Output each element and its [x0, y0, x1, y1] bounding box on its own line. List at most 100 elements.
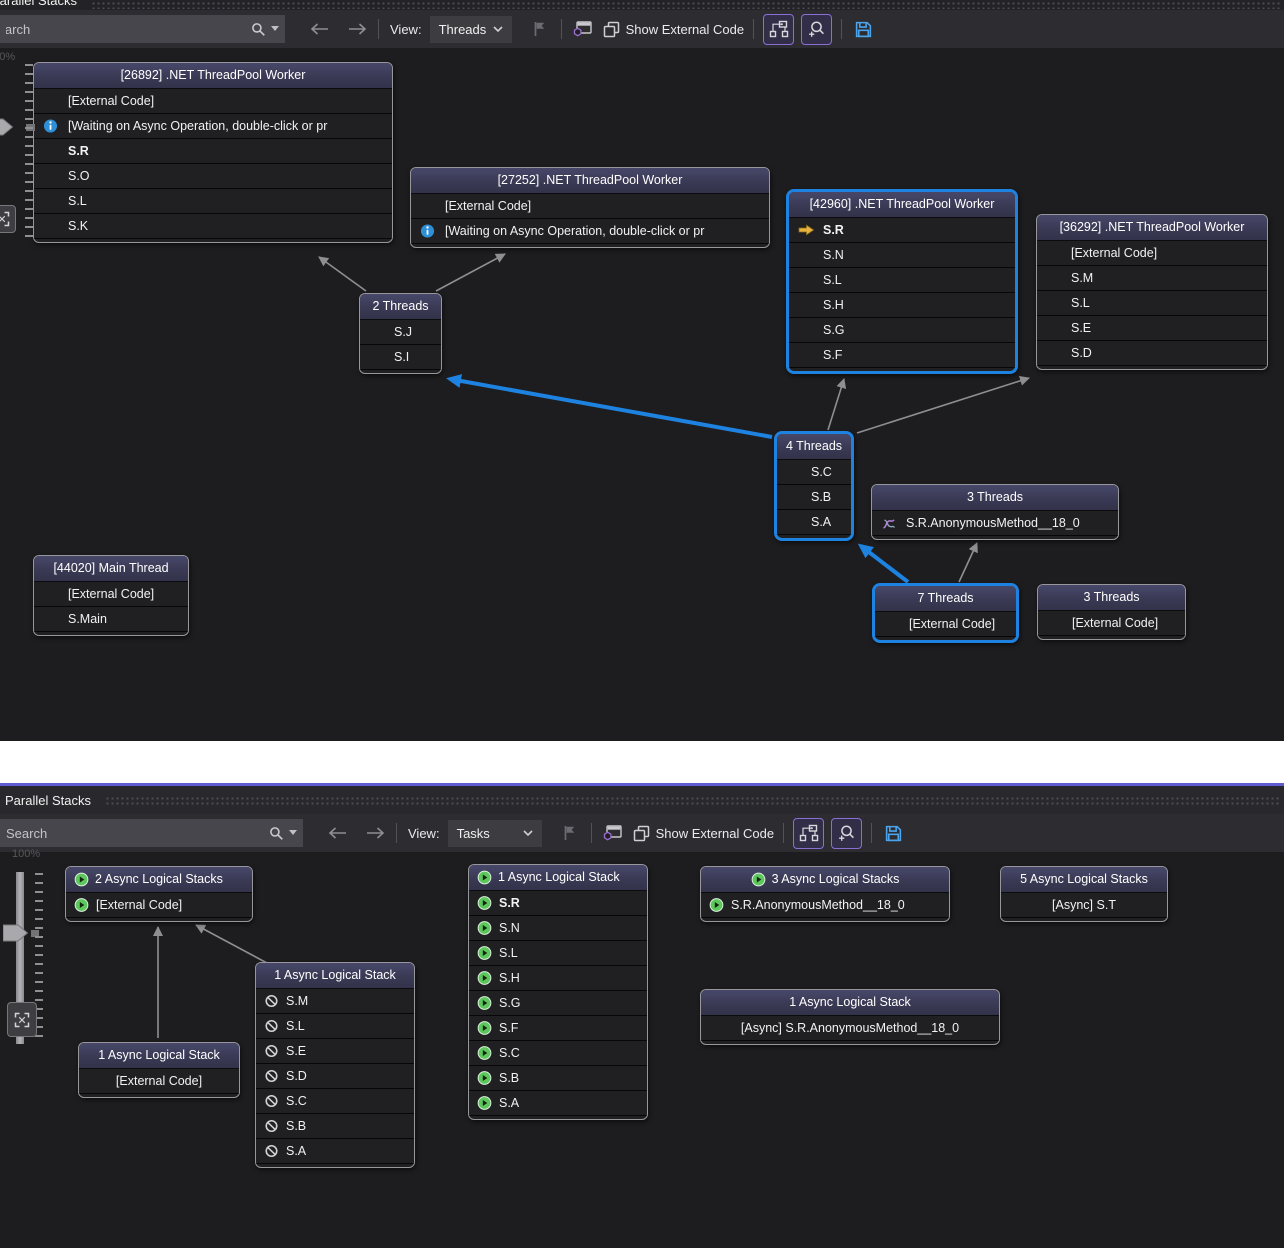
auto-zoom-toggle[interactable]	[801, 13, 833, 45]
stack-frame-row[interactable]: S.R.AnonymousMethod__18_0	[701, 893, 949, 918]
stack-frame-row[interactable]: [Async] S.T	[1001, 893, 1167, 918]
stack-frame-row[interactable]: S.B	[777, 485, 851, 510]
forward-button[interactable]	[345, 15, 369, 43]
stack-box[interactable]: 1 Async Logical Stack [Async] S.R.Anonymo…	[700, 989, 1000, 1045]
stack-frame-row[interactable]: S.A	[469, 1091, 647, 1116]
stack-frame-row[interactable]: S.M	[256, 989, 414, 1014]
stack-frame-row[interactable]: S.H	[789, 293, 1015, 318]
search-icon[interactable]	[251, 22, 266, 37]
stack-frame-row[interactable]: S.N	[469, 916, 647, 941]
stack-box-header[interactable]: [26892] .NET ThreadPool Worker	[34, 63, 392, 89]
stack-box-header[interactable]: 2 Async Logical Stacks	[66, 867, 252, 893]
stack-frame-row[interactable]: S.A	[256, 1139, 414, 1164]
stacks-view-button[interactable]	[571, 15, 595, 43]
stack-box-header[interactable]: [44020] Main Thread	[34, 556, 188, 582]
stack-frame-row[interactable]: S.R.AnonymousMethod__18_0	[872, 511, 1118, 536]
stack-frame-row[interactable]: S.B	[469, 1066, 647, 1091]
stack-box[interactable]: 5 Async Logical Stacks [Async] S.T	[1000, 866, 1168, 922]
stack-frame-row[interactable]: S.J	[360, 320, 441, 345]
stack-frame-row[interactable]: S.D	[256, 1064, 414, 1089]
stack-frame-row[interactable]: [External Code]	[34, 582, 188, 607]
stack-frame-row[interactable]: [External Code]	[411, 194, 769, 219]
stack-box-header[interactable]: 5 Async Logical Stacks	[1001, 867, 1167, 893]
search-input[interactable]	[0, 825, 269, 841]
stack-box[interactable]: 1 Async Logical Stack [External Code]	[78, 1042, 240, 1098]
stack-frame-row[interactable]: [External Code]	[1038, 611, 1185, 636]
stack-frame-row[interactable]: S.M	[1037, 266, 1267, 291]
search-dropdown-caret-icon[interactable]	[271, 26, 279, 32]
stack-box[interactable]: [42960] .NET ThreadPool Worker S.R S.N S.L S…	[786, 189, 1018, 374]
stack-frame-row[interactable]: S.R	[789, 218, 1015, 243]
search-input[interactable]	[0, 21, 251, 37]
stack-box-header[interactable]: [27252] .NET ThreadPool Worker	[411, 168, 769, 194]
stack-frame-row[interactable]: S.R	[34, 139, 392, 164]
stack-box[interactable]: 4 Threads S.C S.B S.A	[774, 431, 854, 541]
stack-frame-row[interactable]: S.L	[789, 268, 1015, 293]
zoom-slider-thumb[interactable]	[3, 922, 33, 944]
view-dropdown[interactable]: Tasks	[447, 819, 542, 847]
panel-titlebar[interactable]: Parallel Stacks	[0, 0, 1284, 10]
stack-frame-row[interactable]: S.E	[256, 1039, 414, 1064]
stack-frame-row[interactable]: S.B	[256, 1114, 414, 1139]
stack-box[interactable]: [27252] .NET ThreadPool Worker [External …	[410, 167, 770, 248]
stack-frame-row[interactable]: S.C	[777, 460, 851, 485]
stack-frame-row[interactable]: S.H	[469, 966, 647, 991]
zoom-fit-button[interactable]	[0, 205, 16, 233]
flag-button[interactable]	[528, 15, 552, 43]
stack-frame-row[interactable]: [External Code]	[875, 612, 1016, 637]
stack-frame-row[interactable]: S.L	[1037, 291, 1267, 316]
stack-box-header[interactable]: 1 Async Logical Stack	[256, 963, 414, 989]
stack-box[interactable]: 2 Threads S.J S.I	[359, 293, 442, 374]
method-view-toggle[interactable]	[763, 13, 795, 45]
stack-box[interactable]: 1 Async Logical Stack S.R S.N S.L S.H S.G S.F S…	[468, 864, 648, 1120]
zoom-slider-track[interactable]	[16, 872, 24, 1044]
show-external-code-button[interactable]: Show External Code	[603, 21, 744, 38]
stack-box-header[interactable]: [42960] .NET ThreadPool Worker	[789, 192, 1015, 218]
stack-frame-row[interactable]: S.F	[789, 343, 1015, 368]
stack-box-header[interactable]: 1 Async Logical Stack	[79, 1043, 239, 1069]
search-box[interactable]	[0, 15, 285, 43]
stack-frame-row[interactable]: [External Code]	[1037, 241, 1267, 266]
forward-button[interactable]	[363, 819, 387, 847]
stack-box[interactable]: [44020] Main Thread [External Code] S.Main	[33, 555, 189, 636]
stack-frame-row[interactable]: S.D	[1037, 341, 1267, 366]
stack-box-header[interactable]: [36292] .NET ThreadPool Worker	[1037, 215, 1267, 241]
stacks-view-button[interactable]	[601, 819, 625, 847]
stack-box[interactable]: 3 Threads [External Code]	[1037, 584, 1186, 640]
stack-box[interactable]: 1 Async Logical Stack S.M S.L S.E S.D S.C S.B S…	[255, 962, 415, 1168]
search-icon[interactable]	[269, 826, 284, 841]
view-dropdown[interactable]: Threads	[429, 15, 512, 43]
method-view-toggle[interactable]	[793, 817, 825, 849]
stack-box[interactable]: 2 Async Logical Stacks [External Code]	[65, 866, 253, 922]
stack-frame-row[interactable]: S.R	[469, 891, 647, 916]
stack-box-header[interactable]: 3 Async Logical Stacks	[701, 867, 949, 893]
stack-frame-row[interactable]: S.C	[469, 1041, 647, 1066]
search-dropdown-caret-icon[interactable]	[289, 830, 297, 836]
show-external-code-button[interactable]: Show External Code	[633, 825, 774, 842]
auto-zoom-toggle[interactable]	[831, 817, 863, 849]
stack-frame-row[interactable]: S.A	[777, 510, 851, 535]
threads-graph-canvas[interactable]: 100% [26892] .NET ThreadPool Worker [Exte…	[0, 48, 1284, 741]
stack-frame-row[interactable]: S.E	[1037, 316, 1267, 341]
save-button[interactable]	[851, 15, 875, 43]
stack-frame-row[interactable]: S.K	[34, 214, 392, 239]
stack-box-header[interactable]: 1 Async Logical Stack	[469, 865, 647, 891]
stack-frame-row[interactable]: S.F	[469, 1016, 647, 1041]
back-button[interactable]	[307, 15, 331, 43]
back-button[interactable]	[325, 819, 349, 847]
stack-frame-row[interactable]: S.G	[469, 991, 647, 1016]
stack-frame-row[interactable]: [External Code]	[66, 893, 252, 918]
stack-frame-row[interactable]: [Waiting on Async Operation, double-clic…	[411, 219, 769, 244]
stack-box[interactable]: [36292] .NET ThreadPool Worker [External …	[1036, 214, 1268, 370]
stack-frame-row[interactable]: S.G	[789, 318, 1015, 343]
stack-frame-row[interactable]: S.Main	[34, 607, 188, 632]
panel-titlebar[interactable]: Parallel Stacks	[0, 786, 1284, 814]
zoom-slider-thumb[interactable]	[0, 116, 18, 138]
search-box[interactable]	[0, 819, 303, 847]
stack-box-header[interactable]: 3 Threads	[1038, 585, 1185, 611]
stack-frame-row[interactable]: S.C	[256, 1089, 414, 1114]
stack-frame-row[interactable]: [External Code]	[34, 89, 392, 114]
tasks-graph-canvas[interactable]: 100% 2 Async Logical Stacks [External Cod…	[0, 848, 1284, 1248]
stack-frame-row[interactable]: [Waiting on Async Operation, double-clic…	[34, 114, 392, 139]
stack-frame-row[interactable]: [Async] S.R.AnonymousMethod__18_0	[701, 1016, 999, 1041]
